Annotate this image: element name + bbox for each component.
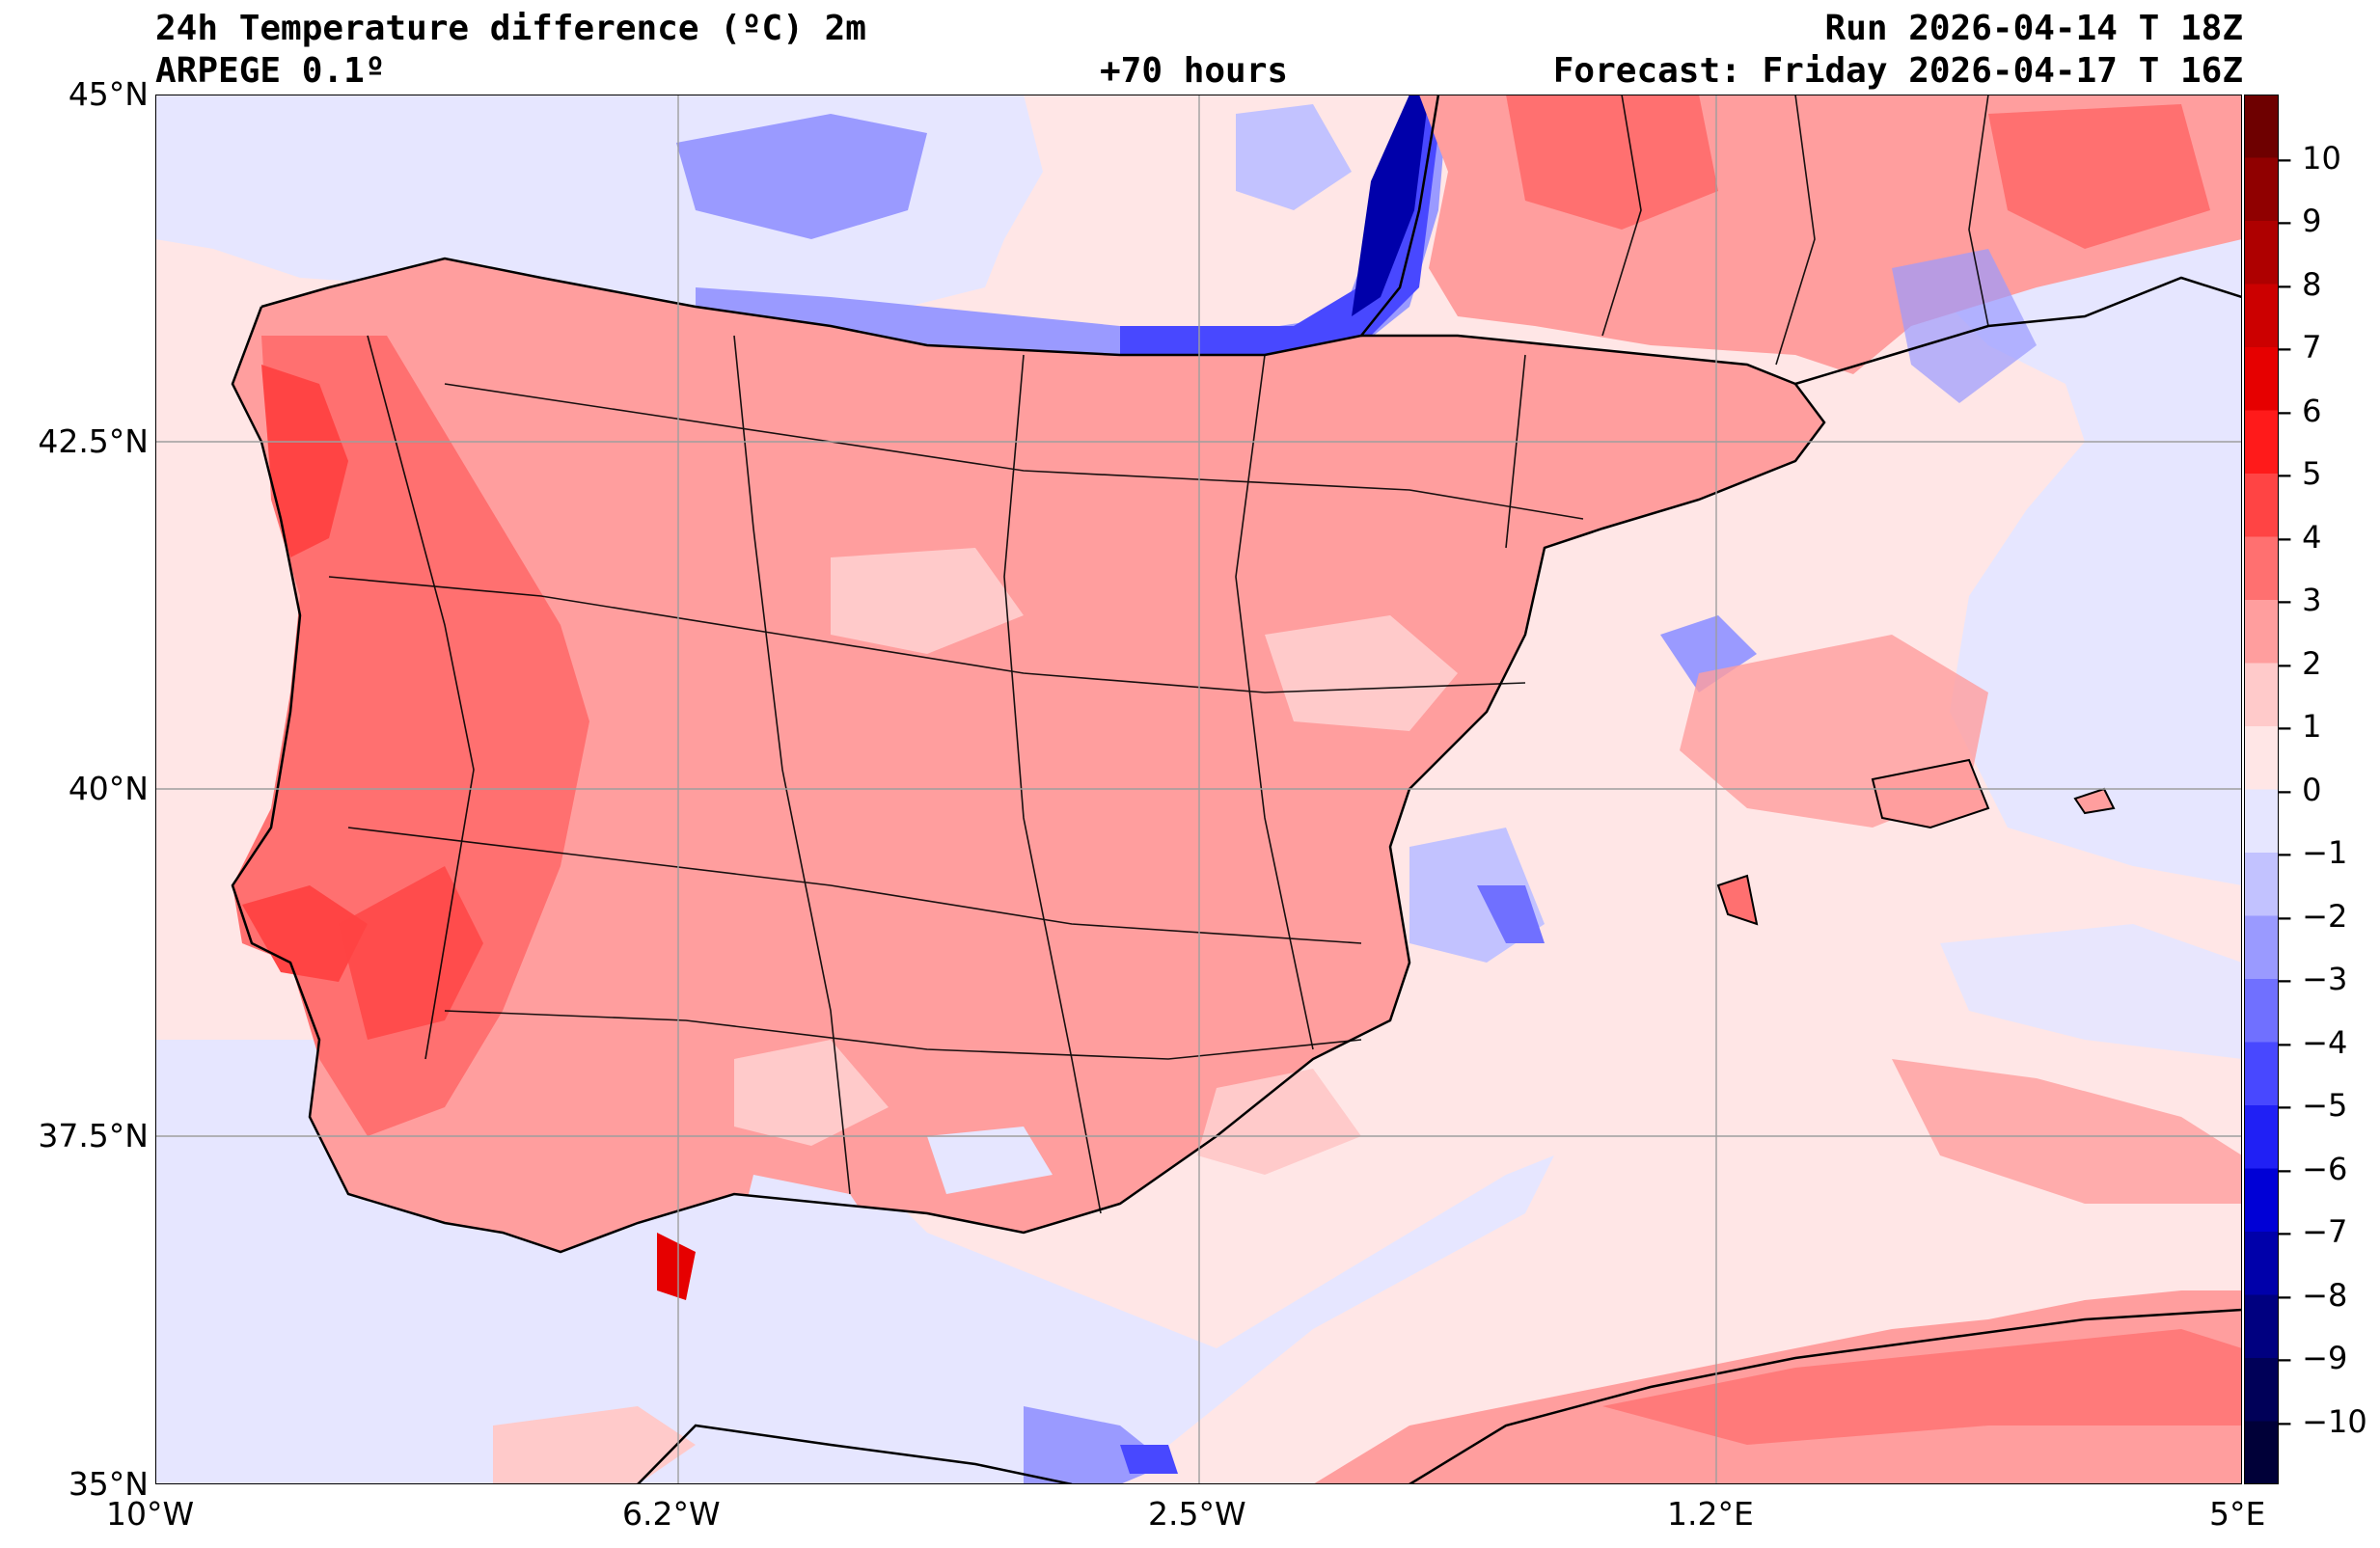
colorbar-tick-label: – 5 xyxy=(2277,455,2322,492)
colorbar-swatch xyxy=(2244,1421,2279,1484)
colorbar-tick-label: – −5 xyxy=(2277,1087,2348,1124)
colorbar-tick-label: – −2 xyxy=(2277,897,2348,935)
colorbar-swatch xyxy=(2244,789,2279,854)
colorbar-swatch xyxy=(2244,347,2279,411)
lead-time-label: +70 hours xyxy=(1100,51,1289,91)
colorbar-swatch xyxy=(2244,1105,2279,1169)
colorbar-tick-label: – 1 xyxy=(2277,708,2322,745)
lat-tick-37-5: 37.5°N xyxy=(38,1117,149,1154)
lon-tick-10w: 10°W xyxy=(106,1495,195,1533)
lon-tick-5e: 5°E xyxy=(2209,1495,2266,1533)
colorbar-swatch xyxy=(2244,600,2279,664)
colorbar-swatch xyxy=(2244,979,2279,1043)
colorbar-tick-label: – 3 xyxy=(2277,582,2322,618)
colorbar-tick-label: – 4 xyxy=(2277,518,2322,556)
colorbar-swatch xyxy=(2244,1042,2279,1106)
lon-tick-1-2e: 1.2°E xyxy=(1667,1495,1754,1533)
colorbar-tick-label: – −9 xyxy=(2277,1340,2348,1376)
colorbar-tick-label: – 7 xyxy=(2277,329,2322,366)
colorbar-swatch xyxy=(2244,284,2279,348)
colorbar-tick-label: – −1 xyxy=(2277,834,2348,871)
lat-tick-40: 40°N xyxy=(68,770,149,807)
colorbar-swatch xyxy=(2244,1168,2279,1233)
colorbar-tick-label: – 2 xyxy=(2277,644,2322,682)
lon-tick-2-5w: 2.5°W xyxy=(1148,1495,1246,1533)
map-title: 24h Temperature difference (ºC) 2m xyxy=(155,9,866,48)
colorbar-swatch xyxy=(2244,726,2279,790)
colorbar-tick-label: – −8 xyxy=(2277,1276,2348,1314)
colorbar-tick-label: – 0 xyxy=(2277,771,2322,808)
lon-tick-6-2w: 6.2°W xyxy=(622,1495,721,1533)
colorbar-swatch xyxy=(2244,1294,2279,1359)
run-label: Run 2026-04-14 T 18Z xyxy=(1824,9,2243,48)
colorbar-tick-label: – 8 xyxy=(2277,265,2322,303)
colorbar-tick-label: – 10 xyxy=(2277,139,2341,177)
colorbar-swatch xyxy=(2244,157,2279,222)
lat-tick-42-5: 42.5°N xyxy=(38,422,149,460)
lat-tick-35: 35°N xyxy=(68,1465,149,1503)
temperature-difference-map xyxy=(155,95,2242,1484)
forecast-label: Forecast: Friday 2026-04-17 T 16Z xyxy=(1552,51,2243,91)
colorbar-swatch xyxy=(2244,853,2279,916)
colorbar-swatch xyxy=(2244,1232,2279,1295)
colorbar-swatch xyxy=(2244,1358,2279,1422)
model-label: ARPEGE 0.1º xyxy=(155,51,386,91)
colorbar-swatch xyxy=(2244,221,2279,285)
colorbar-swatch xyxy=(2244,915,2279,980)
colorbar-tick-label: – −10 xyxy=(2277,1402,2367,1440)
colorbar-tick-label: – 6 xyxy=(2277,392,2322,429)
colorbar-tick-label: – 9 xyxy=(2277,203,2322,239)
colorbar-tick-label: – −4 xyxy=(2277,1023,2348,1061)
colorbar-swatch xyxy=(2244,474,2279,537)
colorbar-swatch xyxy=(2244,536,2279,601)
lat-tick-45: 45°N xyxy=(68,75,149,113)
colorbar-tick-label: – −7 xyxy=(2277,1213,2348,1250)
colorbar-tick-label: – −3 xyxy=(2277,961,2348,997)
colorbar-swatch xyxy=(2244,663,2279,727)
colorbar-swatch xyxy=(2244,95,2279,158)
colorbar-tick-label: – −6 xyxy=(2277,1150,2348,1187)
colorbar xyxy=(2244,95,2279,1484)
colorbar-swatch xyxy=(2244,410,2279,475)
